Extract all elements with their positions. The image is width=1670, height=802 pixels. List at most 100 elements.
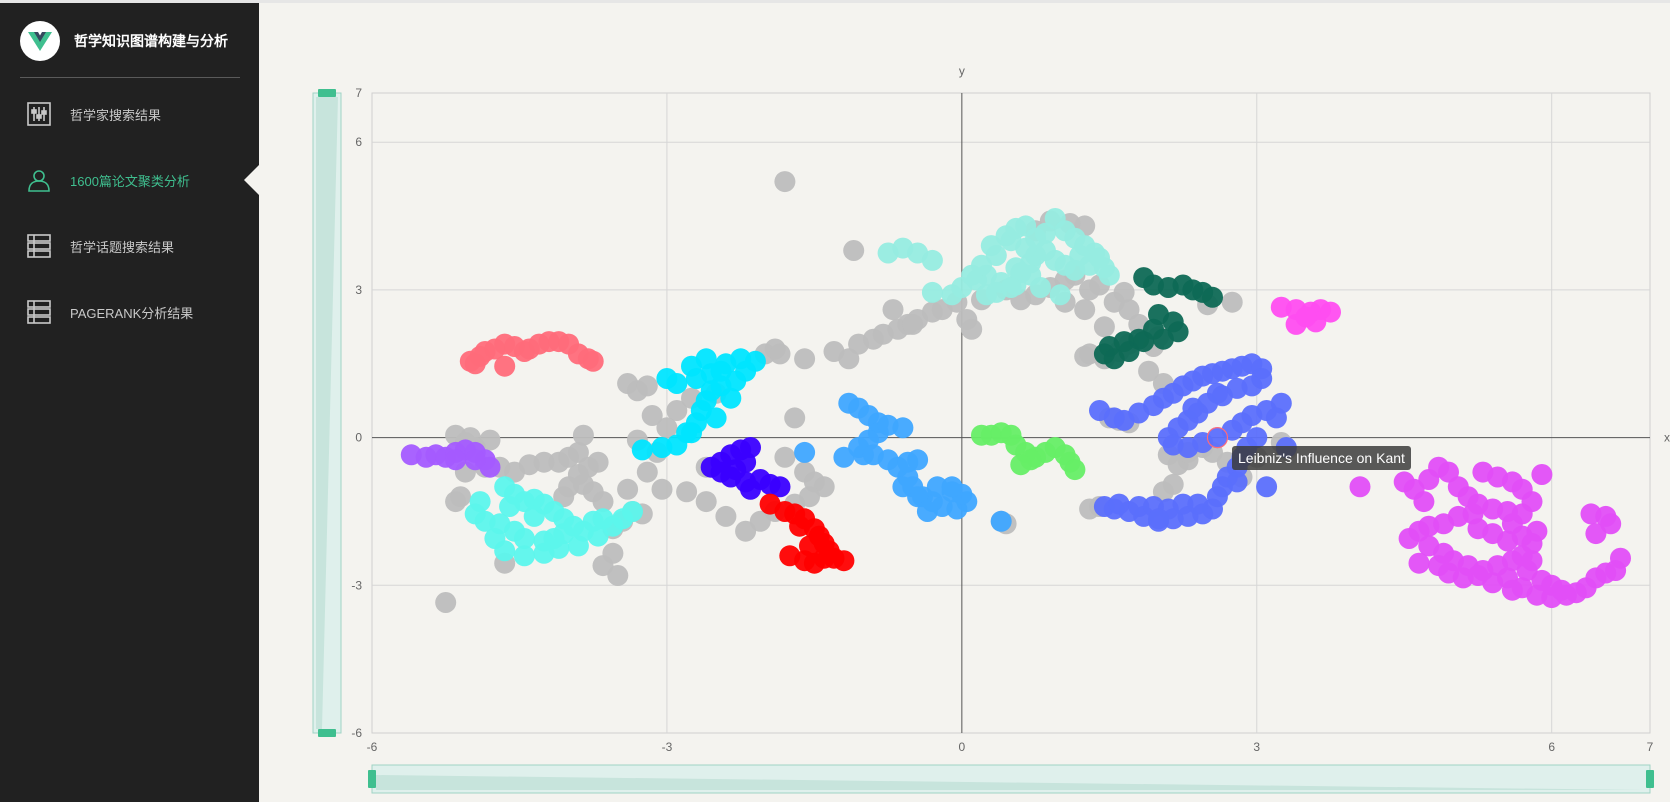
x-zoom-handle[interactable] [368, 770, 376, 788]
scatter-point[interactable] [1148, 508, 1169, 530]
scatter-point[interactable] [656, 368, 678, 389]
scatter-point[interactable] [1408, 552, 1430, 574]
scatter-point[interactable] [1585, 523, 1607, 545]
scatter-point[interactable] [1521, 533, 1543, 554]
scatter-point[interactable] [882, 299, 904, 321]
scatter-point[interactable] [1034, 222, 1056, 244]
scatter-point[interactable] [1108, 493, 1130, 515]
scatter-point[interactable] [892, 417, 914, 439]
scatter-point[interactable] [921, 249, 943, 271]
scatter-point[interactable] [735, 520, 757, 542]
scatter-point[interactable] [769, 476, 791, 498]
scatter-point[interactable] [961, 318, 983, 340]
scatter-point[interactable] [1069, 245, 1091, 266]
scatter-point[interactable] [1349, 476, 1371, 498]
scatter-point[interactable] [445, 449, 467, 471]
scatter-point[interactable] [1265, 407, 1287, 429]
scatter-point[interactable] [843, 240, 865, 261]
scatter-point[interactable] [548, 451, 570, 473]
scatter-point[interactable] [617, 478, 639, 500]
scatter-point[interactable] [1138, 360, 1160, 382]
scatter-point[interactable] [1428, 555, 1450, 577]
scatter-point[interactable] [435, 592, 457, 613]
scatter-point[interactable] [1074, 345, 1096, 367]
scatter-point[interactable] [892, 476, 914, 498]
scatter-point[interactable] [774, 446, 796, 468]
scatter-point[interactable] [1600, 513, 1622, 535]
scatter-point[interactable] [1128, 496, 1150, 517]
scatter-point[interactable] [676, 481, 698, 503]
scatter-point[interactable] [1000, 277, 1022, 298]
scatter-point[interactable] [985, 245, 1007, 266]
scatter-point[interactable] [513, 341, 535, 362]
scatter-point[interactable] [641, 405, 663, 426]
x-zoom-slider[interactable] [368, 764, 1654, 794]
scatter-point[interactable] [789, 515, 811, 537]
scatter-point[interactable] [1113, 281, 1135, 303]
sidebar-item-paper-clustering[interactable]: 1600篇论文聚类分析 [0, 147, 259, 213]
scatter-point[interactable] [1501, 579, 1523, 601]
scatter-point[interactable] [1256, 476, 1278, 498]
scatter-point[interactable] [587, 525, 609, 547]
scatter-point[interactable] [617, 373, 639, 394]
scatter-point[interactable] [622, 501, 643, 522]
scatter-point[interactable] [1015, 237, 1037, 259]
scatter-point[interactable] [681, 422, 702, 444]
scatter-point[interactable] [592, 555, 614, 577]
scatter-point[interactable] [779, 545, 801, 567]
scatter-point[interactable] [479, 429, 501, 451]
scatter-point[interactable] [592, 491, 614, 513]
scatter-point[interactable] [656, 417, 678, 439]
scatter-point[interactable] [961, 264, 983, 286]
scatter-point[interactable] [794, 441, 816, 463]
scatter-point[interactable] [1064, 459, 1086, 481]
scatter-point[interactable] [1182, 397, 1204, 419]
scatter-point[interactable] [710, 461, 732, 483]
sidebar-item-pagerank[interactable]: PAGERANK分析结果 [0, 279, 259, 345]
scatter-point[interactable] [636, 375, 658, 397]
scatter-point[interactable] [695, 491, 717, 513]
scatter-point[interactable] [1089, 247, 1110, 269]
scatter-point[interactable] [710, 360, 732, 382]
scatter-point[interactable] [1030, 277, 1051, 298]
scatter-point[interactable] [1172, 493, 1194, 515]
scatter-point[interactable] [494, 540, 516, 562]
scatter-point[interactable] [1089, 400, 1110, 421]
scatter-point[interactable] [1093, 316, 1115, 338]
scatter-point[interactable] [567, 535, 589, 557]
scatter-point[interactable] [907, 486, 929, 508]
scatter-point[interactable] [567, 464, 589, 485]
scatter-point[interactable] [720, 387, 742, 409]
scatter-point[interactable] [533, 542, 555, 564]
scatter-point[interactable] [607, 565, 629, 586]
scatter-point[interactable] [1010, 454, 1032, 476]
scatter-point[interactable] [794, 348, 816, 370]
scatter-point[interactable] [769, 343, 791, 365]
scatter-point[interactable] [1098, 264, 1120, 286]
scatter-point[interactable] [975, 284, 997, 306]
scatter-point[interactable] [695, 348, 717, 370]
y-zoom-handle[interactable] [318, 729, 336, 737]
brand[interactable]: 哲学知识图谱构建与分析 [20, 19, 228, 63]
scatter-point[interactable] [572, 424, 594, 446]
hovered-point[interactable] [1206, 427, 1229, 449]
scatter-point[interactable] [1005, 257, 1027, 279]
scatter-point[interactable] [799, 535, 820, 557]
scatter-point[interactable] [499, 496, 521, 517]
scatter-point[interactable] [1472, 461, 1494, 483]
scatter-point[interactable] [1118, 341, 1140, 362]
scatter-point[interactable] [921, 281, 943, 303]
scatter-point[interactable] [902, 313, 924, 335]
scatter-point[interactable] [1610, 547, 1631, 569]
scatter-point[interactable] [897, 451, 919, 473]
y-zoom-handle[interactable] [318, 89, 336, 97]
scatter-point[interactable] [582, 350, 604, 372]
y-zoom-slider[interactable] [312, 89, 342, 737]
sidebar-item-philosopher-search[interactable]: 哲学家搜索结果 [0, 81, 259, 147]
scatter-point[interactable] [990, 510, 1012, 532]
scatter-point[interactable] [916, 501, 938, 522]
scatter-point[interactable] [941, 476, 963, 498]
scatter-point[interactable] [784, 407, 806, 429]
scatter-point[interactable] [740, 478, 761, 500]
